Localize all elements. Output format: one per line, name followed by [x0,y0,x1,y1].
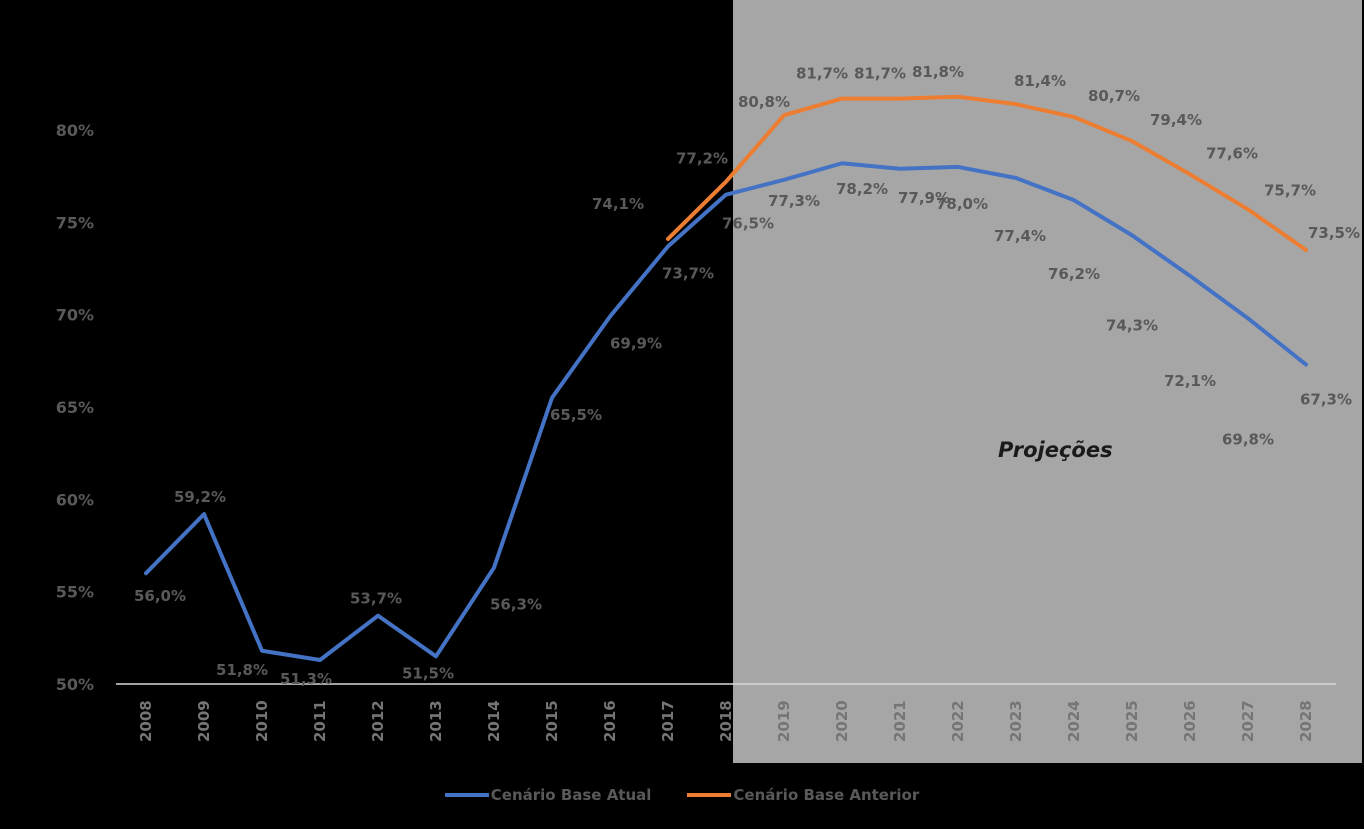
projection-shade [733,0,1362,763]
data-label: 67,3% [1300,391,1352,409]
legend: Cenário Base Atual Cenário Base Anterior [0,786,1364,804]
data-label: 76,2% [1048,265,1100,283]
y-tick-label: 65% [56,398,94,417]
legend-swatch-blue [444,793,489,797]
x-tick-label: 2016 [601,700,619,742]
series-lines [144,94,1308,662]
data-label: 51,5% [402,664,454,682]
data-label: 77,9% [898,189,950,207]
data-label: 75,7% [1264,181,1316,199]
x-tick-label: 2008 [137,700,155,742]
data-label: 77,3% [768,192,820,210]
data-label: 56,0% [134,587,186,605]
x-tick-label: 2010 [253,700,271,742]
legend-label: Cenário Base Anterior [733,786,920,804]
data-label: 51,3% [280,670,332,688]
x-tick-label: 2025 [1123,700,1141,742]
x-tick-label: 2021 [891,700,909,742]
data-label: 81,7% [854,65,906,83]
legend-item-atual[interactable]: Cenário Base Atual [444,786,652,804]
legend-label: Cenário Base Atual [490,786,652,804]
data-label: 53,7% [350,590,402,608]
y-tick-label: 70% [56,306,94,325]
y-tick-label: 50% [56,675,94,694]
data-label: 76,5% [722,215,774,233]
y-tick-label: 55% [56,583,94,602]
data-label: 56,3% [490,596,542,614]
x-tick-label: 2020 [833,700,851,742]
data-label: 78,2% [836,180,888,198]
x-tick-label: 2018 [717,700,735,742]
data-label: 65,5% [550,406,602,424]
x-tick-label: 2012 [369,700,387,742]
data-label: 72,1% [1164,372,1216,390]
data-label: 77,2% [676,150,728,168]
data-label: 81,8% [912,63,964,81]
data-label: 74,1% [592,195,644,213]
y-tick-label: 60% [56,490,94,509]
data-label: 69,9% [610,335,662,353]
x-tick-label: 2017 [659,700,677,742]
x-tick-label: 2019 [775,700,793,742]
data-label: 80,7% [1088,87,1140,105]
data-label: 77,4% [994,227,1046,245]
x-tick-label: 2015 [543,700,561,742]
x-tick-label: 2028 [1297,700,1315,742]
legend-item-anterior[interactable]: Cenário Base Anterior [687,786,919,804]
projections-annotation: Projeções [998,438,1113,462]
x-tick-label: 2011 [311,700,329,742]
x-tick-label: 2022 [949,700,967,742]
x-tick-label: 2023 [1007,700,1025,742]
series-line-atual [144,161,1308,662]
series-line-anterior [666,94,1308,253]
data-label: 77,6% [1206,144,1258,162]
x-tick-label: 2026 [1181,700,1199,742]
data-label: 81,7% [796,65,848,83]
data-label: 74,3% [1106,316,1158,334]
data-label: 78,0% [936,195,988,213]
data-labels: 56,0% 59,2% 51,8% 51,3% 53,7% 51,5% 56,3% 65,5%… [134,63,1360,688]
y-axis: 50% 55% 60% 65% 70% 75% 80% [56,121,94,694]
y-tick-label: 80% [56,121,94,140]
data-label: 73,7% [662,264,714,282]
data-label: 80,8% [738,93,790,111]
x-tick-label: 2024 [1065,700,1083,742]
legend-swatch-orange [687,793,732,797]
x-tick-label: 2027 [1239,700,1257,742]
data-label: 79,4% [1150,111,1202,129]
data-label: 51,8% [216,661,268,679]
data-label: 69,8% [1222,430,1274,448]
data-label: 81,4% [1014,72,1066,90]
data-label: 59,2% [174,488,226,506]
x-tick-label: 2009 [195,700,213,742]
x-tick-label: 2014 [485,700,503,742]
x-tick-label: 2013 [427,700,445,742]
x-axis: 2008 2009 2010 2011 2012 2013 2014 2015 2016 2017… [137,700,1315,742]
y-tick-label: 75% [56,213,94,232]
data-label: 73,5% [1308,224,1360,242]
